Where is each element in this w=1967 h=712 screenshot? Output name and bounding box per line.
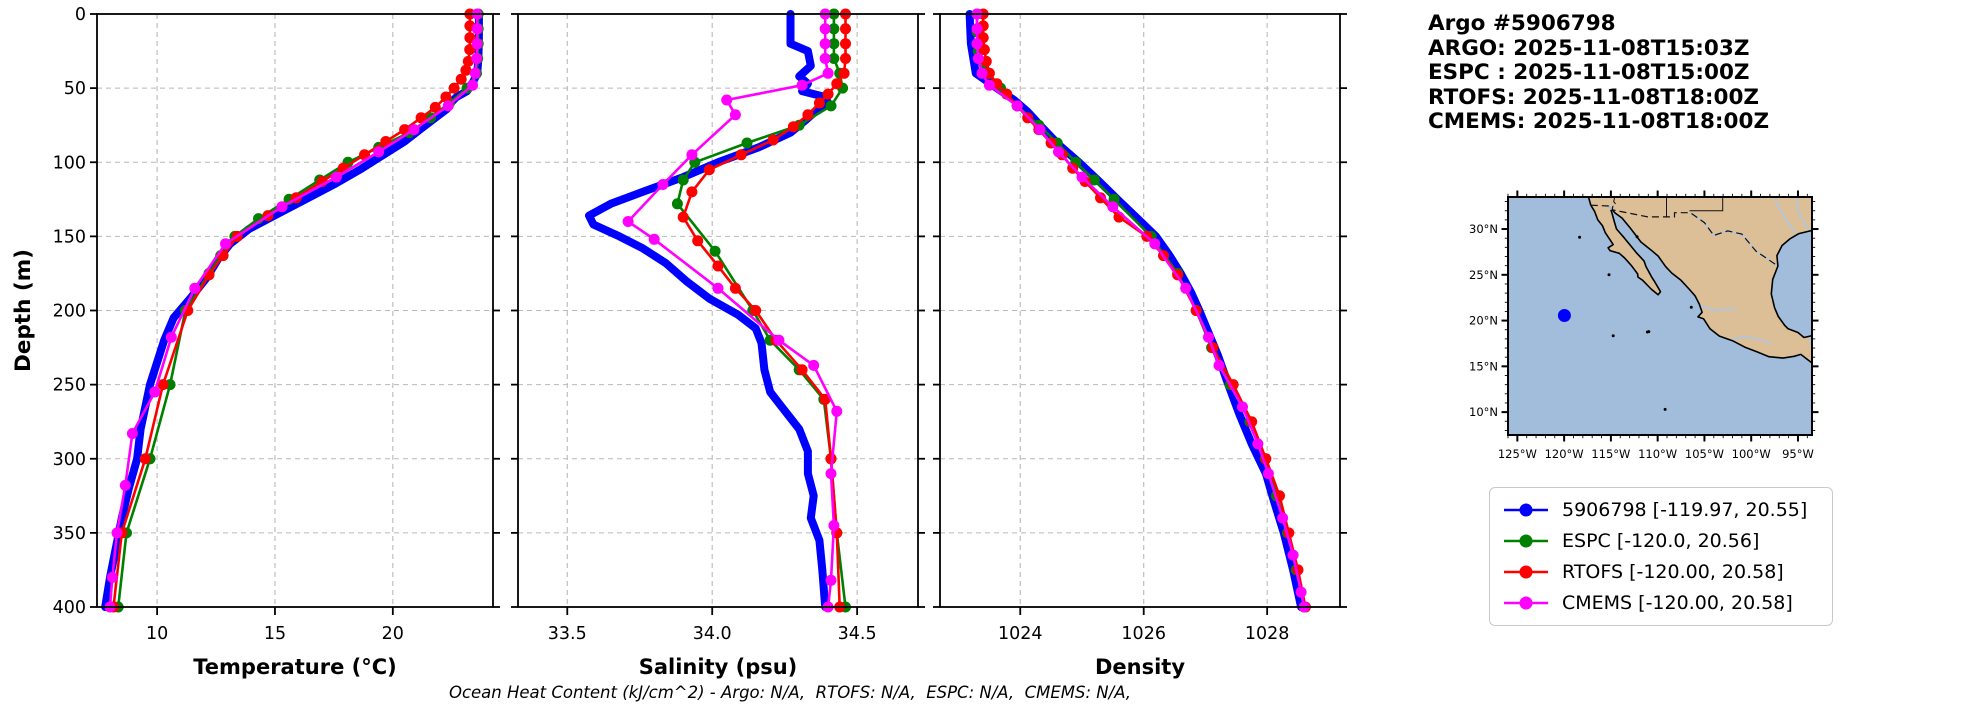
map-lat-label: 25°N (1469, 268, 1498, 282)
river (1796, 197, 1810, 230)
y-tick-label: 400 (53, 598, 86, 618)
legend: 5906798 [-119.97, 20.55] ESPC [-120.0, 2… (1489, 487, 1833, 626)
map-lat-label: 10°N (1469, 405, 1498, 419)
map-lon-label: 125°W (1498, 447, 1537, 461)
x-tick-label: 34.0 (693, 624, 732, 644)
argo-timestamp: ARGO: 2025-11-08T15:03Z (1428, 35, 1750, 61)
coastline (1590, 204, 1662, 296)
mainland-land (1588, 197, 1812, 364)
map-frame (1507, 196, 1813, 436)
series-cmems (622, 8, 843, 613)
x-tick-label: 10 (146, 624, 168, 644)
espc-timestamp: ESPC : 2025-11-08T15:00Z (1428, 60, 1750, 85)
island (1578, 235, 1582, 239)
y-tick-label: 150 (53, 227, 86, 247)
espc-line-sample (1504, 534, 1548, 548)
y-tick-label: 350 (53, 524, 86, 544)
island (1611, 334, 1615, 338)
y-tick-label: 50 (64, 79, 86, 99)
temperature-profile-plot: 10 15 20050100150200250300350400Temperatur… (11, 5, 500, 679)
series-rtofs (677, 8, 851, 613)
map-lon-label: 100°W (1732, 447, 1771, 461)
ocean-heat-content-note: Ocean Heat Content (kJ/cm^2) - Argo: N/A… (448, 683, 1132, 702)
legend-entry-espc: ESPC [-120.0, 20.56] (1502, 528, 1820, 554)
gridlines (518, 14, 918, 607)
legend-entry-cmems: CMEMS [-120.00, 20.58] (1502, 590, 1820, 616)
legend-entry-argo: 5906798 [-119.97, 20.55] (1502, 497, 1820, 523)
map-lon-label: 115°W (1591, 447, 1630, 461)
x-axis-label: Temperature (°C) (193, 655, 396, 679)
salinity-profile-plot: 33.5 34.0 34.5 Salinity (psu) (511, 8, 925, 679)
map-lon-label: 120°W (1545, 447, 1584, 461)
y-tick-label: 0 (75, 5, 86, 25)
x-tick-label: 20 (382, 624, 404, 644)
river (1731, 336, 1773, 345)
x-tick-label: 1024 (998, 624, 1043, 644)
y-tick-label: 100 (53, 153, 86, 173)
map-lat-label: 20°N (1469, 314, 1498, 328)
gridlines (97, 14, 493, 607)
x-tick-label: 1026 (1121, 624, 1166, 644)
coastline (1770, 229, 1812, 339)
series-cmems (971, 8, 1310, 613)
profile-plots: 10 15 20050100150200250300350400Temperatur… (11, 5, 1347, 679)
country-border (1590, 204, 1779, 267)
coastline (1587, 197, 1592, 206)
y-tick-label: 300 (53, 450, 86, 470)
cmems-line-sample (1504, 596, 1548, 610)
map-lat-label: 30°N (1469, 222, 1498, 236)
rtofs-line-sample (1504, 565, 1548, 579)
river (1773, 197, 1796, 234)
argo-line-sample (1504, 503, 1548, 517)
rtofs-timestamp: RTOFS: 2025-11-08T18:00Z (1428, 84, 1760, 110)
island (1607, 273, 1611, 277)
gridlines (940, 14, 1340, 607)
legend-label-espc: ESPC [-120.0, 20.56] (1562, 530, 1760, 552)
x-tick-label: 1028 (1245, 624, 1290, 644)
location-map: 125°W 120°W 115°W 110°W 105°W 100°W 95°W 30°N 25… (1469, 190, 1819, 461)
profile-info: Argo #5906798 ARGO: 2025-11-08T15:03Z ES… (1428, 11, 1958, 135)
legend-label-argo: 5906798 [-119.97, 20.55] (1562, 499, 1808, 521)
island (1663, 407, 1667, 411)
x-axis-label: Salinity (psu) (639, 655, 798, 679)
x-tick-label: 34.5 (838, 624, 877, 644)
map-area (1508, 197, 1812, 435)
island (1689, 305, 1693, 309)
map-ticks (1501, 190, 1819, 442)
float-position-marker (1557, 309, 1571, 322)
cmems-timestamp: CMEMS: 2025-11-08T18:00Z (1428, 109, 1770, 134)
y-tick-label: 250 (53, 376, 86, 396)
map-lon-label: 105°W (1685, 447, 1724, 461)
x-axis-label: Density (1095, 655, 1185, 679)
series-rtofs (977, 8, 1311, 613)
legend-label-cmems: CMEMS [-120.00, 20.58] (1562, 592, 1793, 614)
legend-label-rtofs: RTOFS [-120.00, 20.58] (1562, 561, 1784, 583)
map-lon-label: 95°W (1782, 447, 1814, 461)
y-axis-label: Depth (m) (11, 249, 36, 372)
state-border (1689, 197, 1724, 212)
river (1699, 304, 1737, 312)
x-tick-label: 33.5 (548, 624, 587, 644)
island (1645, 330, 1649, 334)
series-cmems (104, 8, 483, 613)
map-lon-label: 110°W (1638, 447, 1677, 461)
y-tick-label: 200 (53, 302, 86, 322)
legend-entry-rtofs: RTOFS [-120.00, 20.58] (1502, 559, 1820, 585)
island (1635, 235, 1639, 239)
x-tick-label: 15 (264, 624, 286, 644)
density-profile-plot: 1024 1026 1028 Density (933, 8, 1347, 679)
map-lat-label: 15°N (1469, 359, 1498, 373)
figure-title: Argo #5906798 (1428, 11, 1616, 36)
baja-peninsula-land (1590, 205, 1661, 295)
